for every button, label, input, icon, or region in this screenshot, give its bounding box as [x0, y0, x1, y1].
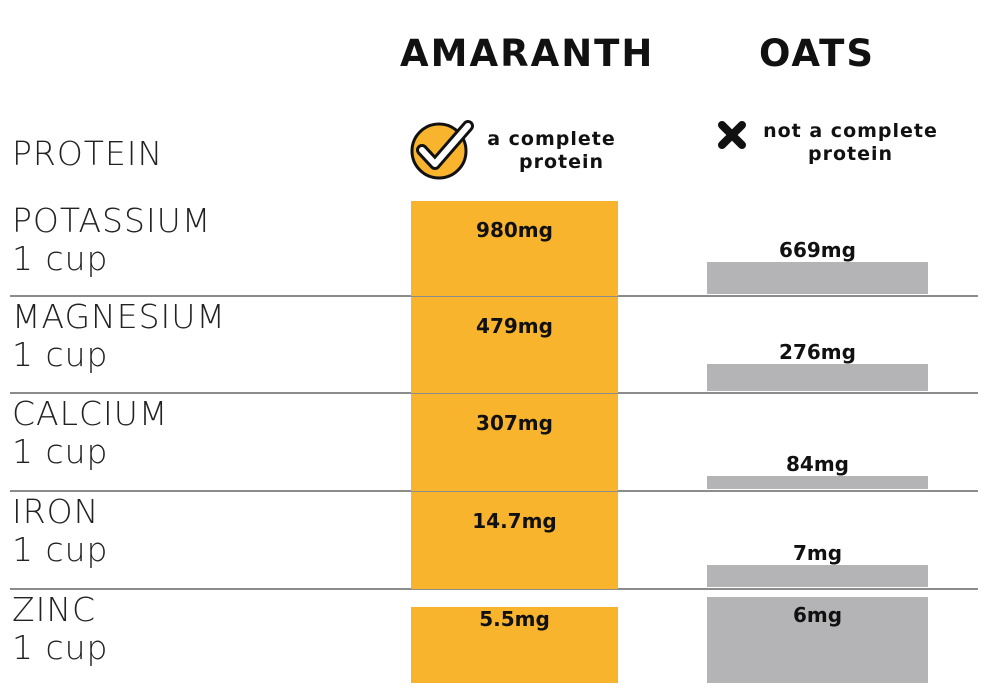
bar-label-oats: 276mg — [779, 340, 856, 364]
nutrient-name: MAGNESIUM — [12, 297, 226, 336]
row-label-calcium: CALCIUM 1 cup — [12, 395, 168, 471]
oats-protein-note: not a complete protein — [748, 120, 953, 166]
bar-label-amaranth: 307mg — [476, 411, 553, 435]
bar-amaranth-magnesium — [411, 297, 618, 393]
bar-label-amaranth: 14.7mg — [472, 509, 557, 533]
row-label-zinc: ZINC 1 cup — [12, 591, 109, 667]
row-divider — [10, 392, 978, 394]
bar-label-amaranth: 980mg — [476, 218, 553, 242]
nutrient-name: IRON — [12, 492, 100, 531]
row-label-protein: PROTEIN — [12, 135, 163, 173]
protein-label: PROTEIN — [12, 134, 164, 173]
bar-label-oats: 84mg — [786, 452, 849, 476]
bar-amaranth-potassium — [411, 201, 618, 296]
serving-size: 1 cup — [12, 530, 109, 569]
bar-oats-potassium — [707, 262, 928, 294]
bar-label-oats: 7mg — [792, 541, 843, 565]
row-label-iron: IRON 1 cup — [12, 493, 109, 569]
column-header-oats: OATS — [758, 32, 876, 75]
row-divider — [10, 295, 978, 297]
amaranth-protein-note: a complete protein — [474, 128, 629, 174]
check-circle-icon — [410, 120, 474, 180]
bar-amaranth-zinc — [411, 607, 618, 683]
serving-size: 1 cup — [12, 628, 109, 667]
serving-size: 1 cup — [12, 432, 109, 471]
bar-oats-zinc — [707, 597, 928, 683]
bar-oats-magnesium — [707, 364, 928, 391]
row-label-potassium: POTASSIUM 1 cup — [12, 202, 211, 278]
bar-amaranth-calcium — [411, 394, 618, 491]
bar-label-amaranth: 479mg — [476, 314, 553, 338]
nutrient-name: CALCIUM — [12, 394, 169, 433]
amaranth-protein-line2: protein — [518, 151, 605, 173]
nutrient-name: ZINC — [12, 590, 97, 629]
bar-label-amaranth: 5.5mg — [479, 607, 550, 631]
serving-size: 1 cup — [12, 239, 109, 278]
column-header-amaranth: AMARANTH — [400, 32, 655, 75]
nutrient-name: POTASSIUM — [12, 201, 212, 240]
bar-oats-iron — [707, 565, 928, 587]
serving-size: 1 cup — [12, 335, 109, 374]
oats-protein-line1: not a complete — [763, 120, 938, 142]
bar-oats-calcium — [707, 476, 928, 489]
oats-protein-line2: protein — [807, 143, 894, 165]
bar-label-oats: 669mg — [779, 238, 856, 262]
row-label-magnesium: MAGNESIUM 1 cup — [12, 298, 226, 374]
row-divider — [10, 588, 978, 590]
amaranth-protein-line1: a complete — [487, 128, 616, 150]
bar-amaranth-iron — [411, 492, 618, 589]
x-mark-icon — [718, 121, 746, 149]
bar-label-oats: 6mg — [792, 603, 843, 627]
row-divider — [10, 490, 978, 492]
